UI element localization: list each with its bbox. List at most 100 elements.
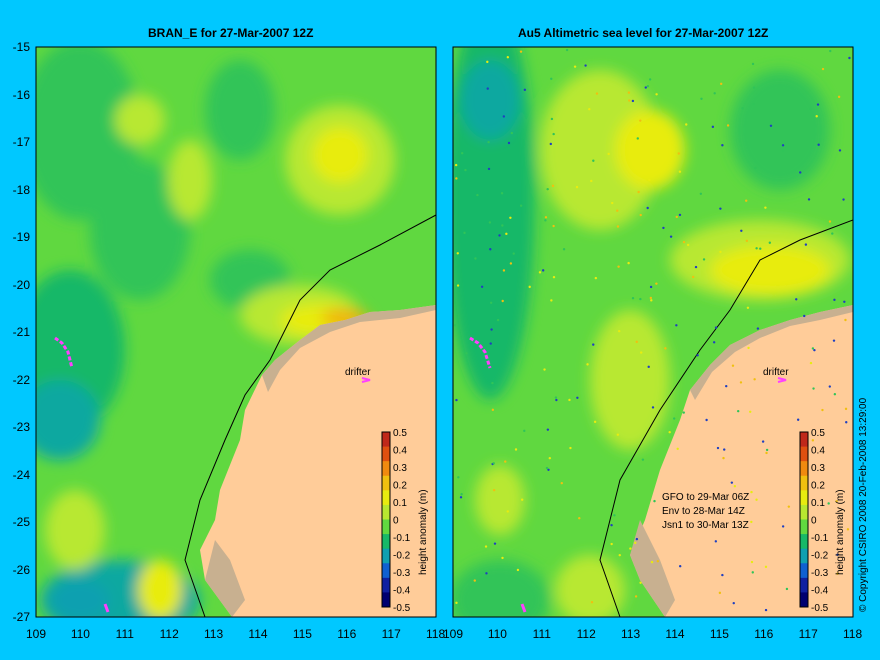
track-point: [843, 300, 846, 303]
track-point: [544, 219, 547, 222]
track-point: [714, 540, 718, 543]
track-point: [590, 179, 593, 183]
track-point: [750, 560, 754, 564]
track-point: [512, 252, 515, 255]
track-point: [848, 56, 851, 60]
track-point: [832, 339, 836, 342]
track-point: [550, 299, 553, 302]
track-point: [838, 149, 842, 152]
track-point: [551, 184, 555, 188]
track-point: [489, 342, 492, 345]
satellite-line-1: GFO to 29-Mar 06Z: [662, 492, 749, 503]
track-point: [835, 500, 838, 503]
track-point: [490, 328, 493, 331]
track-point: [809, 361, 813, 365]
track-point: [634, 541, 637, 545]
colorbar-tick-label: -0.2: [811, 551, 829, 562]
track-point: [764, 565, 768, 569]
track-point: [576, 396, 579, 399]
track-point: [726, 124, 730, 127]
track-point: [675, 215, 678, 219]
track-point: [811, 439, 815, 442]
track-point: [523, 429, 526, 433]
track-point: [613, 514, 616, 517]
track-point: [519, 204, 523, 207]
track-point: [781, 525, 785, 528]
track-point: [588, 107, 591, 111]
track-point: [705, 418, 708, 422]
x-tick-label: 113: [204, 627, 224, 641]
colorbar-left: 0.5 0.4 0.3 0.2 0.1 0 -0.1 -0.2 -0.3 -0.4 -0.5: [381, 428, 411, 614]
track-point: [753, 378, 756, 381]
track-point: [831, 232, 834, 235]
track-point: [769, 124, 773, 128]
track-point: [493, 542, 497, 545]
track-point: [562, 248, 566, 251]
x-tick-label: 111: [115, 627, 134, 641]
track-point: [745, 199, 748, 202]
track-point: [756, 327, 760, 330]
track-point: [548, 456, 552, 460]
track-point: [595, 92, 599, 95]
colorbar-right: 0.5 0.4 0.3 0.2 0.1 0 -0.1 -0.2 -0.3 -0.4 -0.5: [799, 428, 829, 614]
track-point: [651, 406, 655, 409]
colorbar-segment: [800, 548, 808, 564]
track-point: [740, 229, 743, 232]
track-point: [586, 363, 589, 366]
track-point: [809, 108, 812, 111]
colorbar-tick-label: -0.3: [393, 568, 411, 579]
track-point: [616, 225, 620, 228]
track-point: [573, 65, 577, 68]
track-point: [569, 446, 572, 450]
track-point: [711, 125, 715, 129]
colorbar-segment: [800, 490, 808, 506]
left-drifter-label: drifter: [345, 367, 371, 378]
track-point: [501, 299, 504, 303]
y-tick-label: -26: [12, 562, 30, 577]
track-point: [545, 466, 549, 470]
track-point: [502, 269, 506, 272]
colorbar-segment: [800, 577, 808, 593]
track-point: [755, 247, 758, 250]
track-point: [631, 99, 635, 103]
track-point: [669, 235, 673, 238]
track-point: [754, 166, 757, 170]
track-point: [547, 468, 550, 472]
track-point: [641, 458, 645, 461]
track-point: [541, 269, 545, 272]
left-panel-title: BRAN_E for 27-Mar-2007 12Z: [148, 26, 314, 40]
y-tick-label: -23: [12, 420, 30, 434]
track-point: [804, 243, 808, 246]
x-tick-label: 111: [532, 627, 551, 641]
track-point: [662, 226, 665, 230]
x-tick-label: 114: [248, 627, 268, 641]
x-tick-label: 112: [576, 627, 596, 641]
track-point: [803, 314, 806, 318]
track-point: [649, 296, 653, 300]
track-point: [636, 137, 639, 140]
track-point: [833, 392, 837, 396]
track-point: [829, 49, 832, 53]
y-tick-label: -22: [12, 372, 30, 387]
track-point: [678, 213, 682, 217]
track-point: [565, 48, 569, 52]
track-point: [718, 591, 722, 595]
colorbar-segment: [800, 534, 808, 550]
colorbar-segment: [382, 592, 390, 608]
colorbar-tick-label: -0.1: [811, 533, 829, 544]
track-point: [552, 132, 555, 136]
y-tick-label: -16: [12, 87, 30, 102]
track-point: [816, 103, 820, 106]
track-point: [712, 341, 716, 344]
track-point: [846, 528, 850, 531]
track-point: [686, 243, 690, 247]
y-tick-label: -20: [12, 277, 30, 292]
track-point: [682, 240, 686, 244]
track-point: [637, 190, 640, 194]
track-point: [506, 510, 509, 513]
colorbar-tick-label: 0.4: [393, 446, 407, 457]
track-point: [487, 167, 491, 171]
track-point: [721, 573, 724, 577]
track-point: [813, 348, 816, 352]
track-point: [655, 93, 658, 96]
